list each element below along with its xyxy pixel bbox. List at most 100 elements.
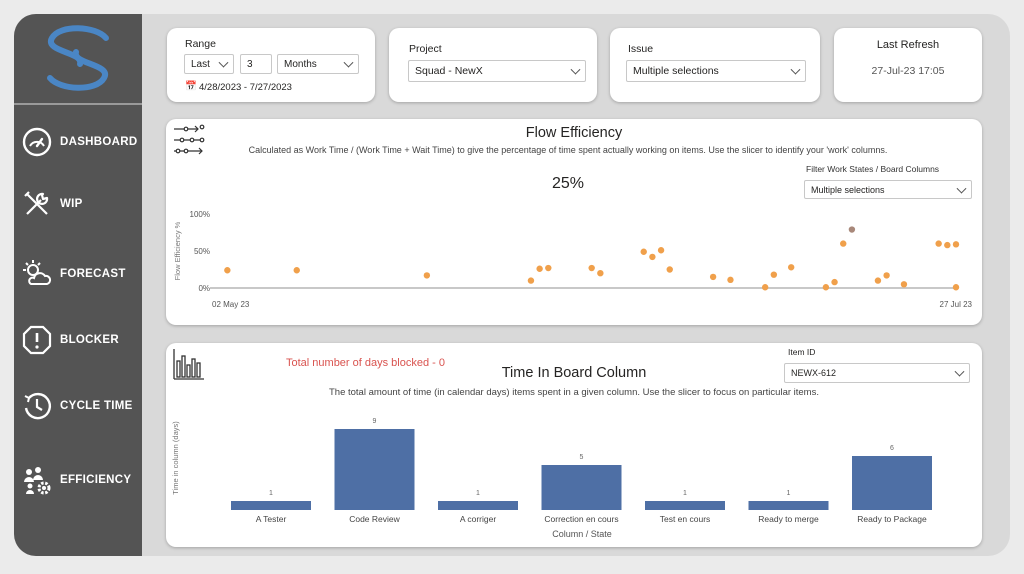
scatter-point bbox=[761, 284, 769, 291]
bar bbox=[852, 456, 932, 510]
nav-forecast[interactable]: FORECAST bbox=[20, 254, 142, 294]
project-card: Project Squad - NewX bbox=[389, 28, 597, 102]
bar-value-label: 6 bbox=[890, 445, 894, 452]
range-card: Range Last 3 Months 📅 4/28/2023 - 7/27/2… bbox=[167, 28, 375, 102]
issue-value: Multiple selections bbox=[633, 65, 719, 77]
scatter-point bbox=[822, 284, 830, 291]
y-axis-label: Flow Efficiency % bbox=[173, 221, 182, 280]
item-id-value: NEWX-612 bbox=[791, 368, 837, 378]
refresh-value: 27-Jul-23 17:05 bbox=[871, 65, 945, 77]
nav-efficiency[interactable]: EFFICIENCY bbox=[20, 460, 142, 500]
scatter-point bbox=[709, 273, 717, 281]
board-column-bar-chart: 1 A Tester 9 Code Review 1 A corriger 5 Correct… bbox=[171, 418, 932, 539]
chevron-down-icon bbox=[343, 57, 354, 68]
flow-efficiency-scatter: 100% 50% 0%02 May 23 27 Jul 23 Flow Efficien… bbox=[173, 210, 973, 309]
y-tick-label: 100% bbox=[190, 210, 210, 219]
project-value: Squad - NewX bbox=[415, 65, 483, 77]
category-label: Code Review bbox=[349, 514, 400, 524]
flow-diagram-icon bbox=[172, 123, 206, 162]
board-description: The total amount of time (in calendar da… bbox=[328, 387, 819, 398]
x-tick-label: 27 Jul 23 bbox=[940, 300, 973, 309]
board-title: Time In Board Column bbox=[501, 365, 647, 381]
scatter-point bbox=[952, 241, 960, 248]
work-states-select[interactable]: Multiple selections bbox=[804, 180, 972, 199]
scatter-point bbox=[536, 265, 543, 272]
project-select[interactable]: Squad - NewX bbox=[408, 60, 586, 82]
bar bbox=[748, 501, 829, 510]
calendar-icon[interactable]: 📅 bbox=[185, 81, 197, 92]
alert-icon bbox=[20, 323, 54, 357]
category-label: Ready to Package bbox=[857, 514, 927, 524]
nav-wip[interactable]: WIP bbox=[20, 184, 142, 224]
nav-label: CYCLE TIME bbox=[60, 400, 133, 412]
bar-value-label: 5 bbox=[580, 454, 584, 461]
bar bbox=[334, 429, 415, 510]
scatter-point bbox=[666, 266, 673, 273]
chevron-down-icon bbox=[570, 64, 581, 75]
gauge-icon bbox=[20, 125, 54, 159]
nav-label: FORECAST bbox=[60, 268, 126, 280]
scatter-point bbox=[640, 248, 647, 255]
scatter-point bbox=[588, 264, 595, 272]
project-title: Project bbox=[409, 43, 442, 55]
range-title: Range bbox=[185, 38, 216, 50]
category-label: A corriger bbox=[460, 514, 497, 524]
scatter-point bbox=[770, 271, 778, 278]
bar bbox=[645, 501, 725, 510]
flow-title: Flow Efficiency bbox=[525, 125, 623, 141]
scatter-point bbox=[883, 272, 890, 279]
tools-icon bbox=[20, 187, 54, 221]
bar-value-label: 1 bbox=[269, 490, 273, 497]
scatter-point bbox=[527, 277, 535, 284]
work-states-filter-label: Filter Work States / Board Columns bbox=[806, 164, 940, 174]
work-states-value: Multiple selections bbox=[811, 184, 885, 195]
issue-select[interactable]: Multiple selections bbox=[626, 60, 806, 82]
clock-icon bbox=[20, 389, 54, 423]
blocked-days-text: Total number of days blocked - 0 bbox=[286, 357, 445, 369]
bar-chart-icon bbox=[172, 347, 206, 386]
scatter-point bbox=[657, 247, 665, 254]
issue-title: Issue bbox=[628, 43, 654, 55]
scatter-point bbox=[224, 267, 231, 274]
scatter-point bbox=[597, 270, 604, 277]
flow-description: Calculated as Work Time / (Work Time + W… bbox=[248, 145, 888, 155]
range-mode-select[interactable]: Last bbox=[184, 54, 234, 74]
range-dates: 4/28/2023 - 7/27/2023 bbox=[199, 82, 292, 93]
nav-blocker[interactable]: BLOCKER bbox=[20, 320, 142, 360]
flow-kpi: 25% bbox=[551, 175, 585, 192]
scatter-point bbox=[840, 240, 847, 247]
nav-dashboard[interactable]: DASHBOARD bbox=[20, 122, 142, 162]
scatter-point bbox=[848, 226, 856, 233]
scatter-point bbox=[935, 240, 942, 247]
scatter-point bbox=[831, 278, 838, 286]
x-tick-label: 02 May 23 bbox=[212, 300, 250, 309]
item-id-label: Item ID bbox=[788, 347, 816, 357]
item-id-select[interactable]: NEWX-612 bbox=[784, 363, 970, 383]
nav-cycle-time[interactable]: CYCLE TIME bbox=[20, 386, 142, 426]
scatter-point bbox=[874, 277, 882, 284]
team-gear-icon bbox=[20, 463, 54, 497]
bar-value-label: 1 bbox=[683, 490, 687, 497]
scatter-point bbox=[727, 276, 734, 284]
scatter-point bbox=[423, 272, 431, 279]
category-label: Test en cours bbox=[660, 514, 711, 524]
bar-value-label: 1 bbox=[787, 490, 791, 497]
board-column-card: Total number of days blocked - 0 Time In… bbox=[166, 343, 982, 547]
nav-label: EFFICIENCY bbox=[60, 474, 132, 486]
category-label: Ready to merge bbox=[758, 514, 819, 524]
range-count-input[interactable]: 3 bbox=[240, 54, 272, 74]
scatter-point bbox=[293, 267, 300, 274]
scatter-point bbox=[952, 284, 960, 291]
nav-label: DASHBOARD bbox=[60, 136, 138, 148]
logo-divider bbox=[14, 103, 142, 105]
category-label: Correction en cours bbox=[544, 514, 618, 524]
range-mode-value: Last bbox=[191, 58, 210, 70]
refresh-title: Last Refresh bbox=[876, 39, 940, 51]
y-axis-label: Time in column (days) bbox=[171, 421, 180, 495]
range-unit-select[interactable]: Months bbox=[277, 54, 359, 74]
nav-label: WIP bbox=[60, 198, 83, 210]
app-logo[interactable] bbox=[14, 14, 142, 102]
category-label: A Tester bbox=[256, 514, 287, 524]
refresh-card: Last Refresh 27-Jul-23 17:05 bbox=[834, 28, 982, 102]
x-axis-label: Column / State bbox=[552, 529, 612, 539]
